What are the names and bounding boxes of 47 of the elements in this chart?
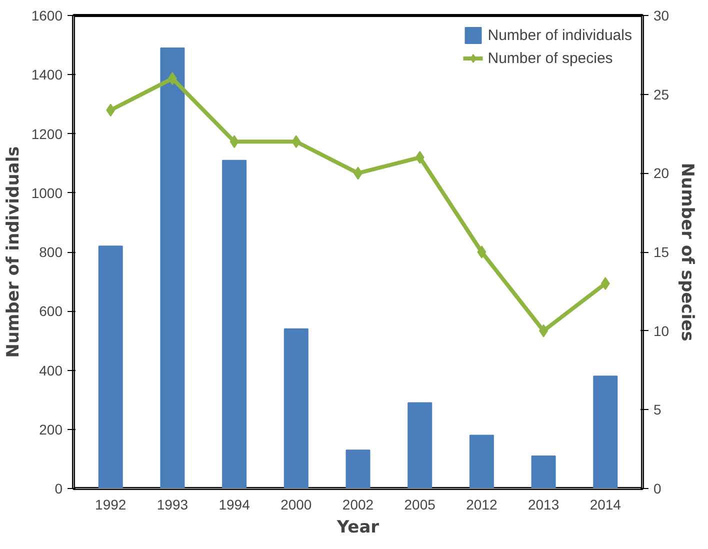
x-tick-label: 2013	[528, 496, 560, 512]
x-tick-label: 2012	[466, 496, 498, 512]
x-tick-label: 1992	[95, 496, 126, 512]
y-tick-label: 1400	[31, 66, 63, 83]
y2-tick-label: 20	[654, 165, 670, 182]
bar	[531, 455, 556, 488]
bar	[284, 328, 308, 488]
bar	[98, 246, 123, 488]
point	[168, 72, 177, 86]
bar	[593, 376, 618, 488]
x-axis-title: Year	[336, 518, 380, 538]
bar	[408, 402, 432, 488]
y-tick-label: 1200	[31, 126, 63, 142]
point	[415, 150, 424, 164]
point	[539, 324, 548, 338]
x-tick-label: 1994	[218, 496, 250, 512]
point	[477, 246, 486, 258]
y2-axis-title: Number of species	[677, 162, 698, 342]
y-tick-label: 200	[39, 421, 63, 438]
y2-tick-label: 30	[654, 8, 670, 24]
y-tick-label: 1600	[31, 8, 63, 24]
x-tick-label: 1993	[156, 496, 188, 512]
y-tick-label: 600	[39, 303, 63, 320]
legend-label: Number of species	[488, 50, 613, 66]
y2-tick-label: 25	[654, 86, 670, 102]
x-tick-label: 2005	[404, 496, 436, 512]
point	[230, 135, 239, 148]
x-tick-label: 2002	[342, 496, 374, 512]
point	[292, 135, 301, 148]
bar	[222, 160, 247, 488]
y-tick-label: 1000	[31, 184, 63, 201]
y-tick-label: 800	[39, 244, 63, 260]
x-tick-label: 2014	[590, 496, 622, 512]
y-axis-title: Number of individuals	[3, 146, 24, 358]
bar	[160, 48, 185, 488]
point	[600, 277, 610, 290]
y2-tick-label: 10	[654, 322, 670, 339]
bar	[469, 434, 494, 488]
point	[106, 104, 116, 117]
y2-tick-label: 5	[654, 402, 662, 418]
y-tick-label: 0	[54, 480, 63, 496]
bar	[346, 450, 370, 488]
x-tick-label: 2000	[280, 496, 312, 512]
y2-tick-label: 15	[654, 244, 670, 260]
legend-label: Number of individuals	[488, 26, 632, 44]
y2-tick-label: 0	[654, 480, 662, 496]
y-tick-label: 400	[39, 362, 63, 378]
